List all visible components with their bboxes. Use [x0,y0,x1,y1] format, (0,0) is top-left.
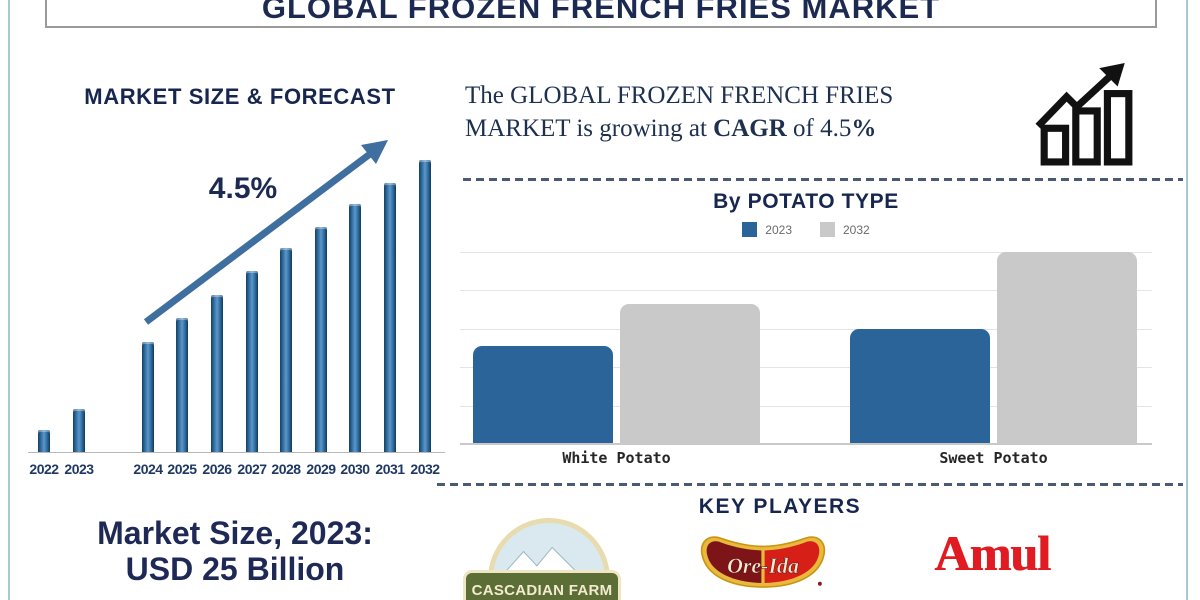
forecast-bar-2031 [384,183,396,453]
forecast-bar-2025 [176,318,188,453]
cascadian-farm-label: CASCADIAN FARM [471,581,613,599]
page-border-left [8,0,10,600]
forecast-x-tick-2025: 2025 [167,461,197,477]
potato-bar-white-potato-2023 [473,346,613,444]
ore-ida-logo: Ore-Ida [700,536,826,588]
forecast-bar-2029 [315,227,327,453]
forecast-x-tick-2029: 2029 [306,461,336,477]
forecast-x-tick-2024: 2024 [133,461,163,477]
potato-category-label: White Potato [562,449,671,467]
forecast-x-tick-2027: 2027 [237,461,267,477]
potato-axis-line [460,443,1152,445]
cagr-annotation: 4.5% [208,172,278,205]
forecast-x-tick-2028: 2028 [271,461,301,477]
forecast-bar-2027 [246,271,258,453]
forecast-x-tick-2022: 2022 [29,461,59,477]
page-border-right [1186,0,1188,600]
forecast-x-tick-2031: 2031 [375,461,405,477]
potato-gridline [460,290,1152,291]
potato-legend: 2023 2032 [460,222,1152,237]
potato-gridline [460,252,1152,253]
growth-statement-line2-prefix: MARKET is growing at [465,114,714,142]
trend-arrow-icon [143,140,388,325]
forecast-bar-2032 [419,160,431,453]
forecast-x-tick-2032: 2032 [410,461,440,477]
key-players-heading: KEY PLAYERS [698,495,862,518]
dashed-divider-bottom [437,483,1183,486]
forecast-bar-2028 [280,248,292,453]
growth-chart-icon [1035,63,1133,166]
cagr-word: CAGR [713,114,787,142]
cascadian-farm-banner: CASCADIAN FARM [463,570,621,600]
potato-category-label: Sweet Potato [939,449,1048,467]
market-size-line2: USD 25 Billion [125,550,345,587]
legend-label-2032: 2032 [843,222,870,237]
legend-item-2032: 2032 [820,222,870,237]
forecast-bar-2023 [73,409,85,453]
amul-logo: Amul [934,525,1050,581]
potato-bar-white-potato-2032 [620,304,760,444]
ore-ida-label: Ore-Ida [727,553,799,578]
main-title-box: GLOBAL FROZEN FRENCH FRIES MARKET [45,0,1157,28]
forecast-bar-2030 [349,204,361,453]
potato-bar-sweet-potato-2023 [850,329,990,444]
forecast-axis-line [28,452,445,453]
potato-gridline [460,367,1152,368]
forecast-bar-2026 [211,295,223,453]
forecast-heading: MARKET SIZE & FORECAST [84,84,396,109]
market-size-note: Market Size, 2023: USD 25 Billion [40,515,430,588]
legend-item-2023: 2023 [742,222,792,237]
page-title: GLOBAL FROZEN FRENCH FRIES MARKET [261,0,941,25]
dashed-divider-top [463,178,1183,181]
potato-heading: By POTATO TYPE [713,190,899,213]
potato-bar-sweet-potato-2032 [997,252,1137,444]
legend-swatch-2023 [742,222,758,237]
market-size-line1: Market Size, 2023: [97,515,373,551]
potato-gridline [460,329,1152,330]
forecast-x-tick-2030: 2030 [340,461,370,477]
forecast-x-tick-2026: 2026 [202,461,232,477]
legend-label-2023: 2023 [765,222,792,237]
forecast-bar-2024 [142,342,154,453]
growth-statement-line2-middle: of 4.5 [786,114,852,142]
potato-gridline [460,406,1152,407]
growth-statement-line1: The GLOBAL FROZEN FRENCH FRIES [465,82,894,109]
forecast-x-tick-2023: 2023 [64,461,94,477]
percent-sign: % [851,114,877,142]
forecast-bar-2022 [38,430,50,453]
legend-swatch-2032 [820,222,835,237]
growth-statement: The GLOBAL FROZEN FRENCH FRIES MARKET is … [465,80,970,145]
